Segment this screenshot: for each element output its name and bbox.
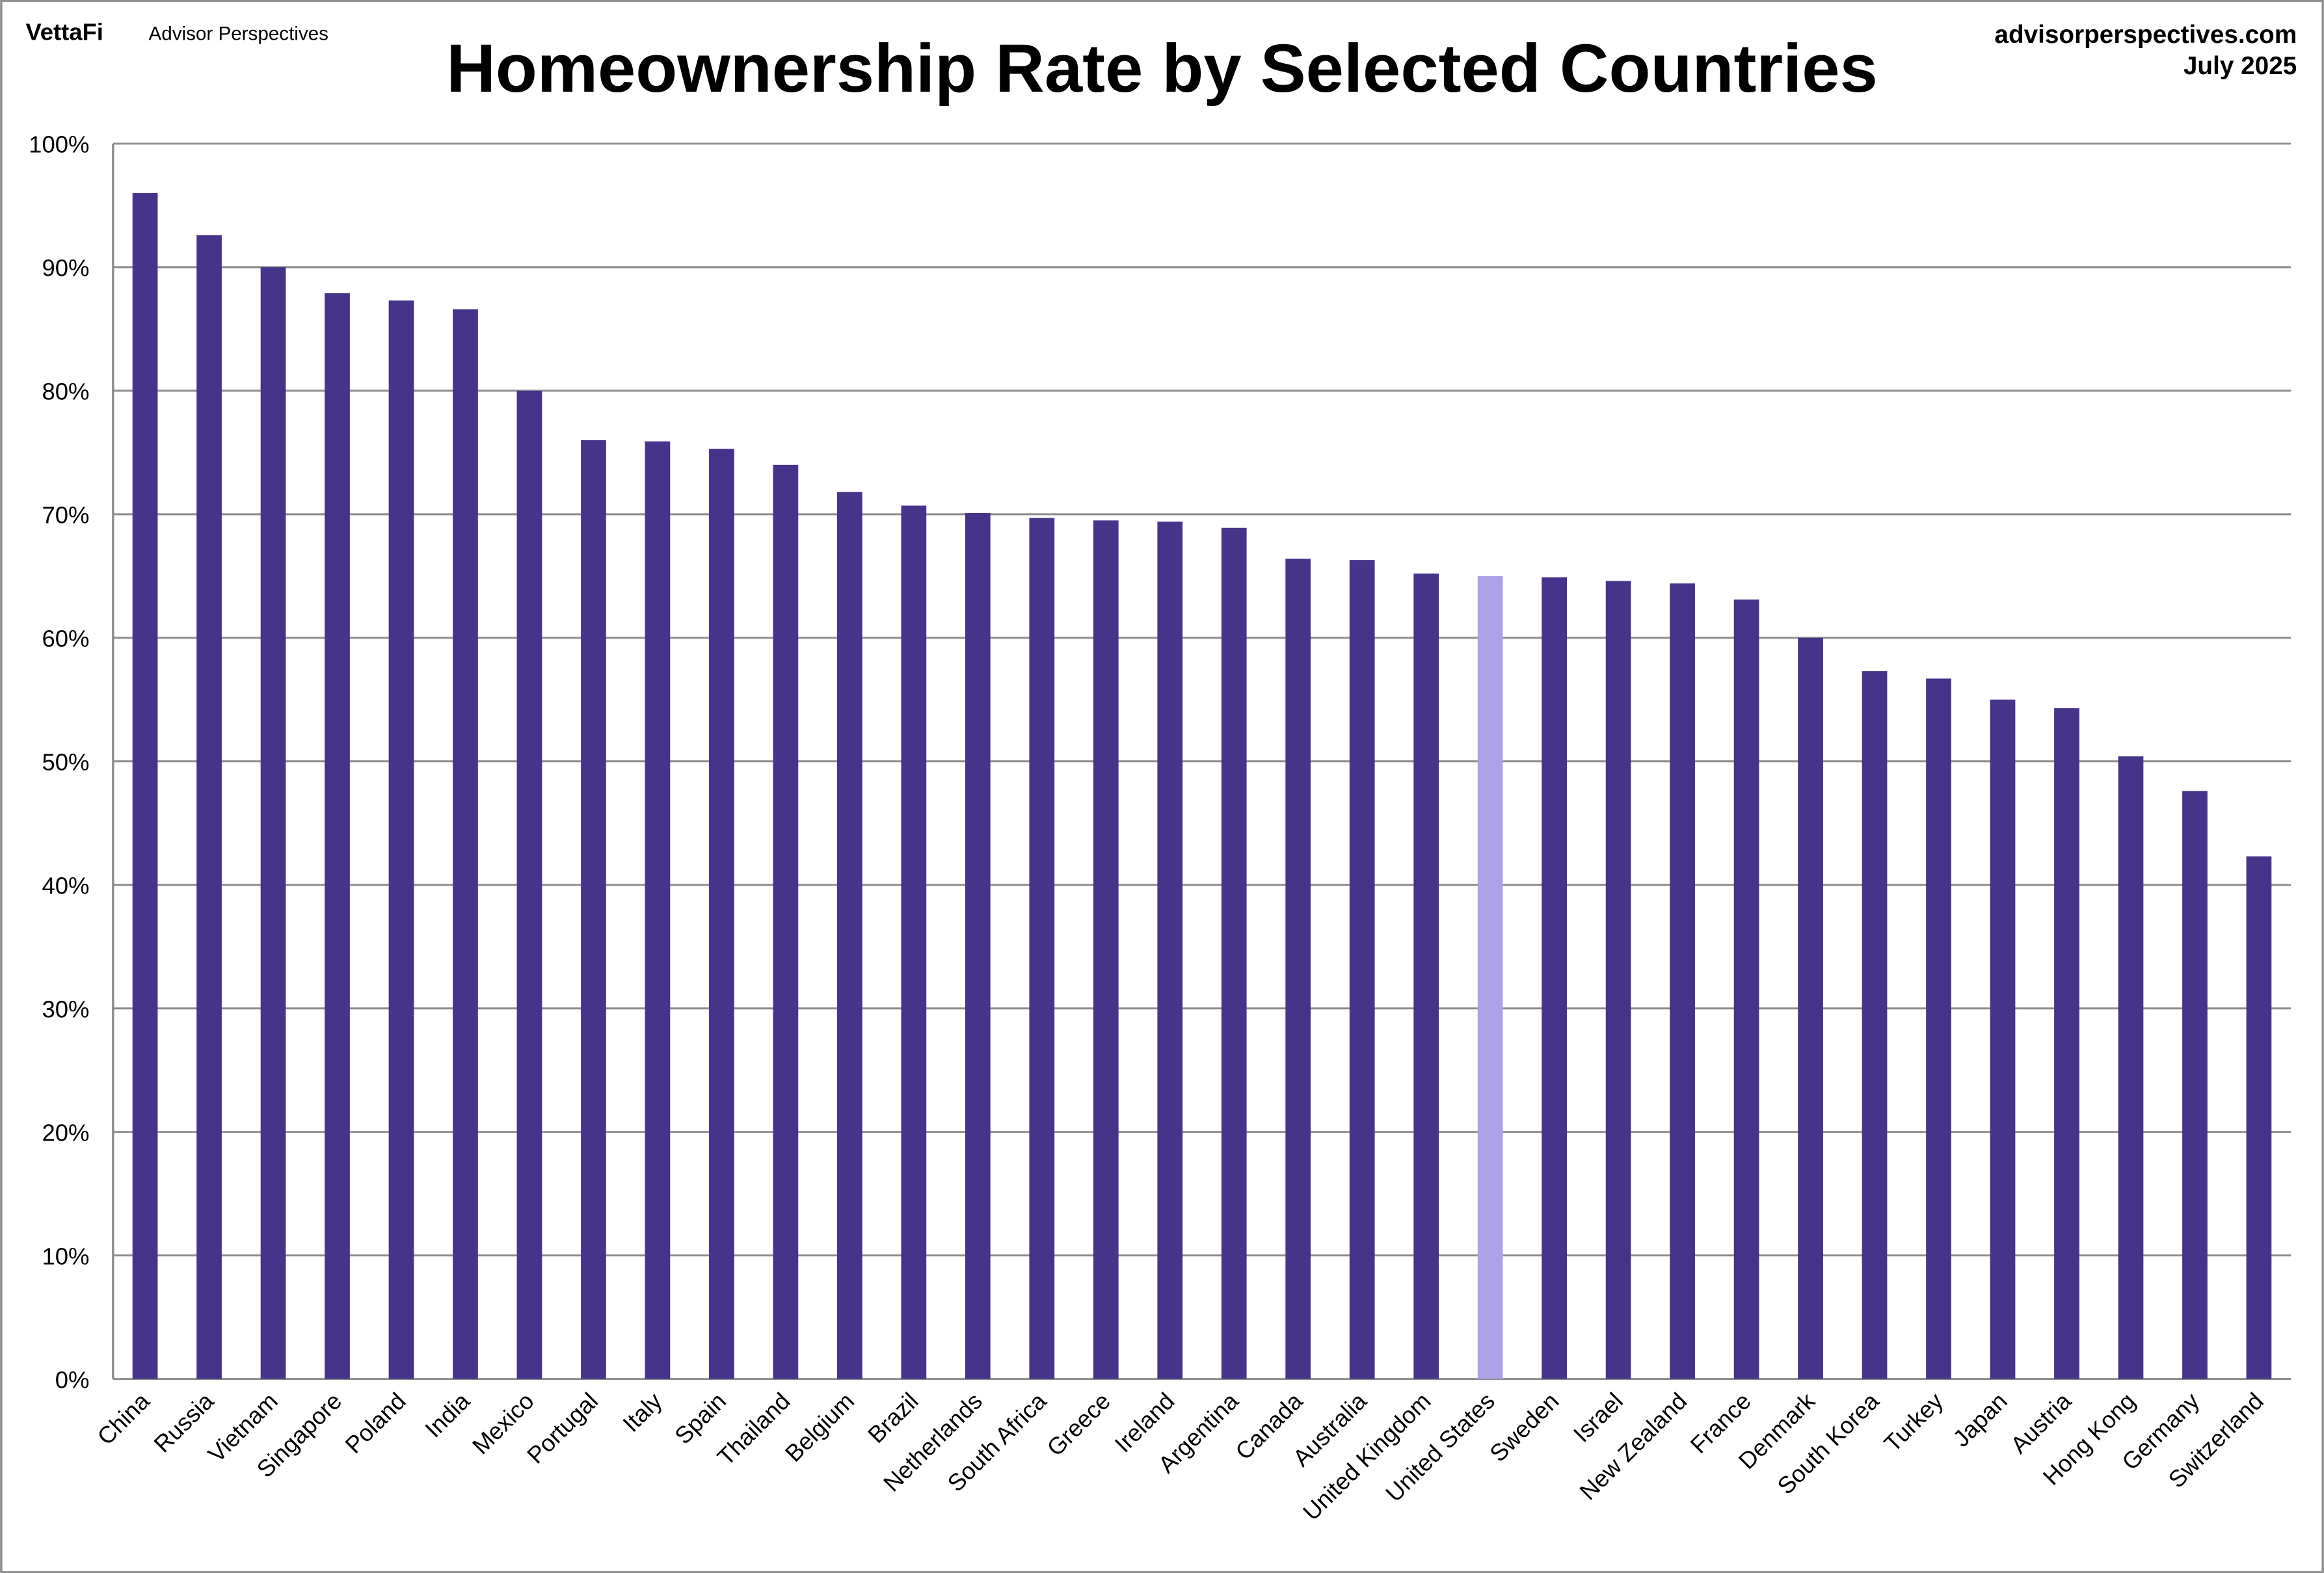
y-tick-label: 100%	[29, 131, 89, 158]
bar-new-zealand	[1670, 583, 1695, 1379]
logo-subtitle: Advisor Perspectives	[149, 23, 328, 45]
bar-denmark	[1798, 637, 1823, 1379]
bar-china	[132, 192, 158, 1379]
bar-india	[453, 309, 478, 1379]
bar-germany	[2182, 791, 2208, 1379]
chart-title: Homeownership Rate by Selected Countries	[446, 31, 1878, 107]
bar-japan	[1990, 699, 2016, 1379]
bar-australia	[1349, 560, 1375, 1379]
bar-portugal	[581, 440, 606, 1379]
logo: VettaFi Advisor Perspectives	[25, 18, 328, 45]
bar-sweden	[1542, 577, 1568, 1379]
bar-russia	[196, 235, 222, 1379]
bar-united-states	[1477, 575, 1503, 1379]
bar-france	[1733, 599, 1759, 1379]
bar-netherlands	[965, 512, 991, 1379]
bar-turkey	[1926, 678, 1951, 1379]
bar-greece	[1093, 520, 1119, 1379]
bar-israel	[1605, 581, 1631, 1379]
y-tick-label: 0%	[55, 1366, 90, 1393]
bar-belgium	[836, 492, 862, 1379]
bar-south-africa	[1029, 518, 1055, 1379]
bar-spain	[709, 449, 734, 1379]
y-tick-label: 80%	[42, 378, 89, 405]
logo-brand: VettaFi	[25, 18, 103, 45]
bar-austria	[2054, 708, 2079, 1379]
bar-vietnam	[260, 267, 286, 1379]
source-url: advisorperspectives.com	[1994, 21, 2297, 49]
y-tick-label: 90%	[42, 255, 89, 282]
bar-united-kingdom	[1413, 574, 1439, 1379]
bars	[132, 192, 2272, 1379]
y-axis-ticks: 0% 10% 20% 30% 40% 50% 60% 70% 80% 90% 100%	[29, 131, 89, 1394]
bar-switzerland	[2246, 856, 2272, 1379]
y-tick-label: 10%	[42, 1243, 89, 1269]
bar-thailand	[773, 464, 799, 1379]
chart-date: July 2025	[2184, 52, 2297, 80]
bar-south-korea	[1862, 671, 1888, 1379]
bar-ireland	[1157, 522, 1183, 1379]
bar-italy	[645, 441, 671, 1379]
y-tick-label: 70%	[42, 502, 89, 529]
y-tick-label: 50%	[42, 748, 89, 775]
bar-brazil	[901, 505, 927, 1379]
y-tick-label: 60%	[42, 625, 89, 652]
y-tick-label: 30%	[42, 996, 89, 1022]
bar-hong-kong	[2118, 756, 2144, 1379]
bar-singapore	[325, 293, 350, 1379]
bar-poland	[388, 300, 414, 1379]
y-tick-label: 40%	[42, 872, 89, 899]
y-tick-label: 20%	[42, 1119, 89, 1146]
bar-canada	[1285, 559, 1311, 1379]
bar-argentina	[1221, 527, 1247, 1379]
bar-mexico	[516, 390, 542, 1379]
